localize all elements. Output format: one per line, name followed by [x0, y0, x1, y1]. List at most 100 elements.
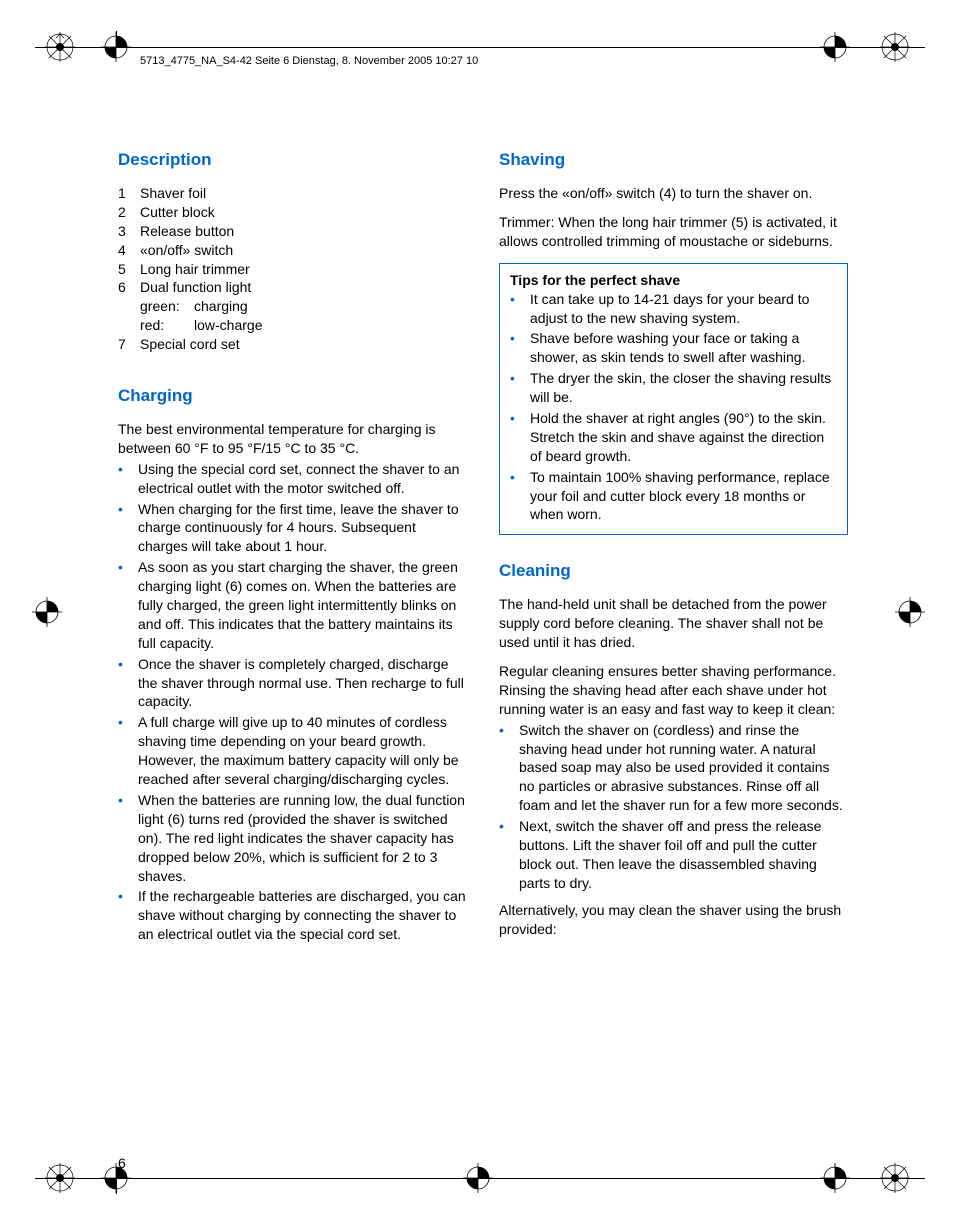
- desc-num: 2: [118, 203, 140, 222]
- charging-intro: The best environmental temperature for c…: [118, 420, 467, 458]
- list-item: •The dryer the skin, the closer the shav…: [510, 369, 837, 407]
- list-item: •Once the shaver is completely charged, …: [118, 655, 467, 712]
- desc-text: Long hair trimmer: [140, 260, 250, 279]
- desc-num: 5: [118, 260, 140, 279]
- bullet-icon: •: [510, 290, 530, 328]
- list-item: •When the batteries are running low, the…: [118, 791, 467, 885]
- right-column: Shaving Press the «on/off» switch (4) to…: [499, 150, 848, 949]
- desc-sub-value: low-charge: [194, 316, 262, 335]
- list-item: •Switch the shaver on (cordless) and rin…: [499, 721, 848, 815]
- desc-item: 2Cutter block: [118, 203, 467, 222]
- registration-mark-icon: [880, 32, 910, 62]
- registration-mark-icon: [820, 32, 850, 62]
- bullet-text: Next, switch the shaver off and press th…: [519, 817, 848, 893]
- list-item: •It can take up to 14-21 days for your b…: [510, 290, 837, 328]
- bullet-text: When the batteries are running low, the …: [138, 791, 467, 885]
- bullet-text: The dryer the skin, the closer the shavi…: [530, 369, 837, 407]
- list-item: •Hold the shaver at right angles (90°) t…: [510, 409, 837, 466]
- bullet-text: If the rechargeable batteries are discha…: [138, 887, 467, 944]
- cleaning-p3: Alternatively, you may clean the shaver …: [499, 901, 848, 939]
- bullet-icon: •: [118, 791, 138, 885]
- heading-charging: Charging: [118, 386, 467, 406]
- desc-item: 7Special cord set: [118, 335, 467, 354]
- bullet-icon: •: [118, 558, 138, 652]
- print-header-text: 5713_4775_NA_S4-42 Seite 6 Dienstag, 8. …: [140, 55, 478, 67]
- bullet-icon: •: [118, 713, 138, 789]
- list-item: •Next, switch the shaver off and press t…: [499, 817, 848, 893]
- desc-text: Dual function light: [140, 278, 251, 297]
- list-item: •If the rechargeable batteries are disch…: [118, 887, 467, 944]
- desc-sub-item: green:charging red:low-charge: [118, 297, 467, 335]
- bullet-icon: •: [510, 468, 530, 525]
- heading-shaving: Shaving: [499, 150, 848, 170]
- desc-item: 6Dual function light: [118, 278, 467, 297]
- desc-text: Shaver foil: [140, 184, 206, 203]
- list-item: •Shave before washing your face or takin…: [510, 329, 837, 367]
- desc-sub-label: green:: [140, 297, 194, 316]
- bullet-icon: •: [499, 817, 519, 893]
- bullet-icon: •: [499, 721, 519, 815]
- registration-mark-icon: [32, 597, 62, 627]
- desc-item: 3Release button: [118, 222, 467, 241]
- cleaning-bullets: •Switch the shaver on (cordless) and rin…: [499, 721, 848, 893]
- desc-item: 1Shaver foil: [118, 184, 467, 203]
- desc-num: 6: [118, 278, 140, 297]
- desc-sub-value: charging: [194, 297, 248, 316]
- bullet-icon: •: [118, 460, 138, 498]
- bullet-text: Hold the shaver at right angles (90°) to…: [530, 409, 837, 466]
- tips-title: Tips for the perfect shave: [510, 272, 837, 288]
- desc-text: Release button: [140, 222, 234, 241]
- bullet-text: To maintain 100% shaving performance, re…: [530, 468, 837, 525]
- charging-bullets: •Using the special cord set, connect the…: [118, 460, 467, 944]
- desc-text: Special cord set: [140, 335, 240, 354]
- cleaning-p1: The hand-held unit shall be detached fro…: [499, 595, 848, 652]
- registration-mark-icon: [820, 1163, 850, 1193]
- list-item: •A full charge will give up to 40 minute…: [118, 713, 467, 789]
- list-item: •Using the special cord set, connect the…: [118, 460, 467, 498]
- page-number: 6: [118, 1155, 126, 1171]
- bullet-icon: •: [510, 329, 530, 367]
- heading-cleaning: Cleaning: [499, 561, 848, 581]
- bullet-text: As soon as you start charging the shaver…: [138, 558, 467, 652]
- bullet-text: Using the special cord set, connect the …: [138, 460, 467, 498]
- page-body: Description 1Shaver foil 2Cutter block 3…: [118, 150, 848, 949]
- registration-mark-icon: [45, 1163, 75, 1193]
- tips-box: Tips for the perfect shave •It can take …: [499, 263, 848, 536]
- desc-text: «on/off» switch: [140, 241, 233, 260]
- registration-mark-icon: [101, 1163, 131, 1193]
- desc-item: 5Long hair trimmer: [118, 260, 467, 279]
- desc-num: 3: [118, 222, 140, 241]
- desc-num: 7: [118, 335, 140, 354]
- bullet-text: Switch the shaver on (cordless) and rins…: [519, 721, 848, 815]
- list-item: •As soon as you start charging the shave…: [118, 558, 467, 652]
- bullet-text: It can take up to 14-21 days for your be…: [530, 290, 837, 328]
- registration-mark-icon: [463, 1163, 493, 1193]
- shaving-p2: Trimmer: When the long hair trimmer (5) …: [499, 213, 848, 251]
- desc-sub-label: red:: [140, 316, 194, 335]
- heading-description: Description: [118, 150, 467, 170]
- desc-num: 1: [118, 184, 140, 203]
- crop-line-top: [35, 47, 925, 48]
- desc-text: Cutter block: [140, 203, 215, 222]
- description-list: 1Shaver foil 2Cutter block 3Release butt…: [118, 184, 467, 354]
- registration-mark-icon: [45, 32, 75, 62]
- left-column: Description 1Shaver foil 2Cutter block 3…: [118, 150, 467, 949]
- cleaning-p2: Regular cleaning ensures better shaving …: [499, 662, 848, 719]
- bullet-icon: •: [118, 887, 138, 944]
- bullet-icon: •: [510, 369, 530, 407]
- list-item: •When charging for the first time, leave…: [118, 500, 467, 557]
- desc-item: 4«on/off» switch: [118, 241, 467, 260]
- bullet-text: Shave before washing your face or taking…: [530, 329, 837, 367]
- bullet-text: Once the shaver is completely charged, d…: [138, 655, 467, 712]
- registration-mark-icon: [101, 32, 131, 62]
- bullet-icon: •: [118, 655, 138, 712]
- registration-mark-icon: [880, 1163, 910, 1193]
- bullet-icon: •: [118, 500, 138, 557]
- bullet-text: A full charge will give up to 40 minutes…: [138, 713, 467, 789]
- desc-num: 4: [118, 241, 140, 260]
- list-item: •To maintain 100% shaving performance, r…: [510, 468, 837, 525]
- shaving-p1: Press the «on/off» switch (4) to turn th…: [499, 184, 848, 203]
- tips-bullets: •It can take up to 14-21 days for your b…: [510, 290, 837, 525]
- registration-mark-icon: [895, 597, 925, 627]
- bullet-icon: •: [510, 409, 530, 466]
